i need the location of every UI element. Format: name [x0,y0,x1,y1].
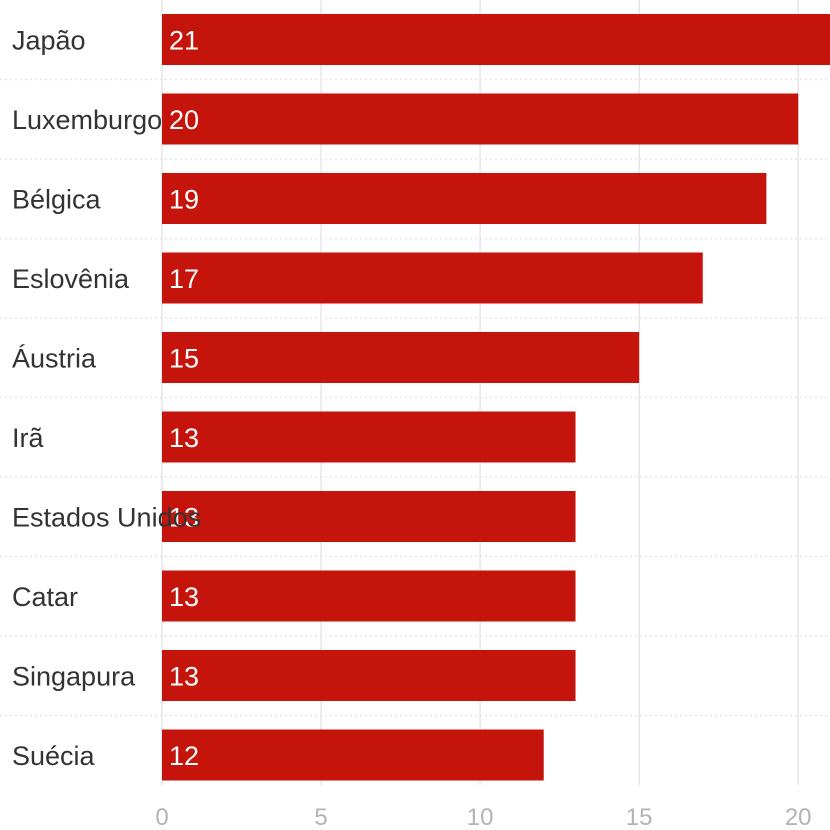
bar-6 [162,491,576,542]
category-label: Irã [12,423,44,453]
category-label: Bélgica [12,185,102,215]
x-axis-ticks: 0 5 10 15 20 [155,804,811,830]
bar-4 [162,332,640,383]
bar-value-label: 13 [169,423,199,453]
category-label: Luxemburgo [12,105,162,135]
bar-value-label: 13 [169,582,199,612]
x-tick-label: 5 [314,804,327,830]
bar-8 [162,650,576,701]
category-label: Suécia [12,741,96,771]
x-tick-label: 20 [785,804,812,830]
bar-value-label: 13 [169,662,199,692]
category-label: Singapura [12,662,136,692]
bars: 21 20 19 17 15 13 13 13 13 12 [162,14,830,781]
bar-9 [162,729,544,781]
bar-1 [162,93,799,145]
category-label: Áustria [12,344,97,374]
bar-value-label: 12 [169,741,199,771]
bar-value-label: 20 [169,105,199,135]
bar-0 [162,14,830,65]
category-label: Japão [12,26,86,56]
bar-value-label: 21 [169,26,199,56]
bar-2 [162,173,767,224]
category-labels: Japão Luxemburgo Bélgica Eslovênia Áustria Ir… [12,26,201,772]
bar-5 [162,411,576,463]
bar-value-label: 17 [169,264,199,294]
category-label: Estados Unidos [12,503,201,533]
bar-3 [162,252,703,304]
bar-value-label: 13 [169,503,199,533]
bar-7 [162,570,576,622]
bar-value-label: 15 [169,344,199,374]
x-tick-label: 15 [626,804,653,830]
category-label: Catar [12,582,78,612]
category-label: Eslovênia [12,264,130,294]
bar-value-label: 19 [169,185,199,215]
x-tick-label: 0 [155,804,168,830]
x-tick-label: 10 [467,804,494,830]
